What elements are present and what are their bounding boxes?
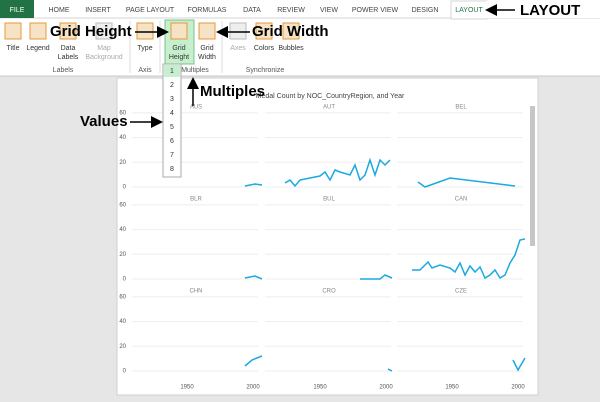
tab[interactable]: POWER VIEW [352, 7, 399, 14]
dropdown-item[interactable]: 2 [170, 82, 174, 89]
y-tick-label: 0 [123, 185, 127, 191]
dropdown-item[interactable]: 6 [170, 138, 174, 145]
y-tick-label: 60 [119, 294, 126, 300]
series-line [387, 368, 393, 372]
y-tick-label: 60 [119, 110, 126, 116]
tab[interactable]: FILE [10, 7, 25, 14]
panel-title: CHN [190, 289, 203, 295]
y-tick-label: 20 [119, 344, 126, 350]
annotation: Multiples [200, 83, 265, 100]
dropdown [162, 63, 182, 178]
annotation: Grid Width [252, 23, 329, 40]
dropdown-selected [164, 65, 180, 77]
dropdown-item[interactable]: 1 [170, 68, 174, 75]
button-label[interactable]: Bubbles [278, 45, 304, 52]
scrollbar [530, 106, 535, 246]
annotation: Values [80, 113, 128, 130]
button-label[interactable]: Data [61, 45, 76, 52]
button-label[interactable]: Grid [200, 45, 213, 52]
panel-title: AUS [190, 105, 202, 111]
x-tick-label: 2000 [379, 385, 393, 391]
tab[interactable]: HOME [49, 7, 70, 14]
button-label[interactable]: Map [97, 45, 111, 52]
y-tick-label: 60 [119, 202, 126, 208]
dropdown-item[interactable]: 3 [170, 96, 174, 103]
x-tick-label: 1950 [313, 385, 327, 391]
panel-title: CRO [322, 289, 336, 295]
tab[interactable]: INSERT [85, 7, 111, 14]
dropdown-item[interactable]: 5 [170, 124, 174, 131]
button-icon[interactable] [170, 22, 188, 40]
tab[interactable]: DESIGN [412, 7, 439, 14]
series-line [417, 177, 516, 188]
x-tick-label: 2000 [511, 385, 525, 391]
chart-panel [116, 77, 539, 396]
button-icon[interactable] [95, 22, 113, 40]
chart-title: Medal Count by NOC_CountryRegion, and Ye… [256, 93, 405, 100]
button-label[interactable]: Colors [254, 45, 275, 52]
annotation: LAYOUT [520, 2, 580, 19]
series-line [244, 355, 263, 367]
button-label[interactable]: Axes [230, 45, 246, 52]
panel-title: BEL [455, 105, 467, 111]
group-label: Multiples [181, 67, 209, 74]
tab[interactable]: REVIEW [277, 7, 305, 14]
group-label: Axis [138, 67, 152, 74]
series-line [244, 183, 263, 187]
series-line [284, 157, 391, 188]
x-tick-label: 1950 [445, 385, 459, 391]
y-tick-label: 40 [119, 135, 126, 141]
button-icon[interactable] [59, 22, 77, 40]
button-label[interactable]: Legend [26, 45, 49, 52]
group-label: Labels [53, 67, 74, 74]
x-tick-label: 2000 [246, 385, 260, 391]
tab[interactable]: FORMULAS [188, 7, 227, 14]
button-icon[interactable] [29, 22, 47, 40]
series-line [512, 357, 526, 372]
panel-title: CAN [455, 197, 468, 203]
y-tick-label: 20 [119, 160, 126, 166]
button-icon[interactable] [4, 22, 22, 40]
panel-title: AUT [323, 105, 335, 111]
series-line [244, 275, 263, 280]
panel-title: BUL [323, 197, 335, 203]
dropdown-item[interactable]: 4 [170, 110, 174, 117]
button-icon[interactable] [198, 22, 216, 40]
series-line [412, 238, 526, 280]
y-tick-label: 20 [119, 252, 126, 258]
x-tick-label: 1950 [180, 385, 194, 391]
button-label[interactable]: Labels [58, 54, 79, 61]
button-label[interactable]: Width [198, 54, 216, 61]
y-tick-label: 0 [123, 369, 127, 375]
dropdown-item[interactable]: 7 [170, 152, 174, 159]
series-line [360, 274, 393, 280]
button-label[interactable]: Height [169, 54, 189, 61]
annotation-bg [486, 1, 600, 18]
button-label[interactable]: Background [85, 54, 122, 61]
y-tick-label: 40 [119, 227, 126, 233]
tab[interactable]: DATA [243, 7, 261, 14]
y-tick-label: 0 [123, 277, 127, 283]
annotation: Grid Height [50, 23, 132, 40]
tab[interactable]: VIEW [320, 7, 338, 14]
button-icon[interactable] [255, 22, 273, 40]
tab[interactable]: LAYOUT [455, 7, 483, 14]
button-label[interactable]: Title [7, 45, 20, 52]
y-tick-label: 40 [119, 319, 126, 325]
button-icon[interactable] [136, 22, 154, 40]
button-icon[interactable] [229, 22, 247, 40]
button-icon[interactable] [282, 22, 300, 40]
file-tab-bg [0, 0, 34, 18]
group-label: Synchronize [246, 67, 285, 74]
button-label[interactable]: Grid [172, 45, 185, 52]
button-label[interactable]: Type [137, 45, 152, 52]
panel-title: BLR [190, 197, 202, 203]
panel-title: CZE [455, 289, 467, 295]
dropdown-item[interactable]: 8 [170, 166, 174, 173]
tab[interactable]: PAGE LAYOUT [126, 7, 175, 14]
